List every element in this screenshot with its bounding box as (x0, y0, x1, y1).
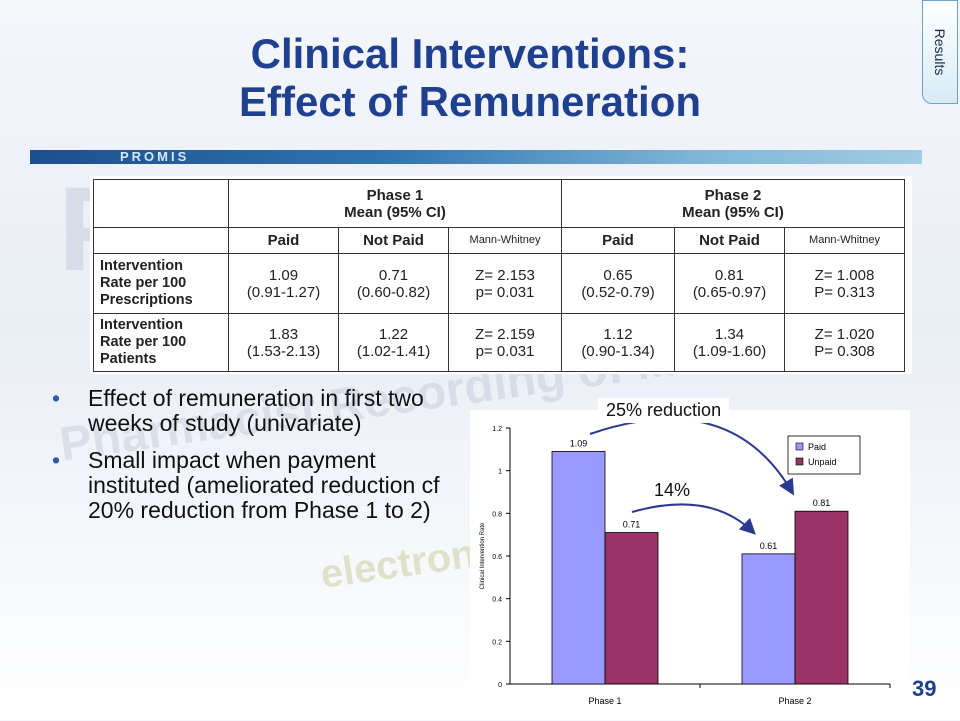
results-table: Phase 1 Mean (95% CI) Phase 2 Mean (95% CI… (93, 179, 905, 372)
bullet-dot-icon: • (52, 385, 61, 411)
bar-value-label: 0.71 (623, 520, 641, 530)
y-tick-label: 0.6 (492, 554, 502, 561)
row-label: Intervention Rate per 100 Patients (93, 313, 229, 372)
bar-paid (741, 553, 796, 685)
table-cell: 1.09 (0.91-1.27) (228, 253, 339, 314)
x-tick-label: Phase 2 (778, 696, 811, 706)
table-cell: Z= 2.159 p= 0.031 (448, 313, 562, 372)
y-tick-label: 0.2 (492, 639, 502, 646)
slide-title-line-2: Effect of Remuneration (238, 78, 702, 125)
bullet-item: • Small impact when payment instituted (… (52, 448, 452, 523)
y-tick-label: 0.4 (492, 597, 502, 604)
y-tick-label: 1 (498, 469, 502, 476)
table-corner-cell (93, 227, 229, 254)
table-cell: Z= 2.153 p= 0.031 (448, 253, 562, 314)
chart-panel: 0 0.2 0.4 0.6 0.8 1 1.2 Clinical Intervention R… (470, 410, 910, 716)
legend-box (787, 435, 861, 475)
table-cell: 0.81 (0.65-0.97) (674, 253, 785, 314)
legend-label: Paid (808, 442, 826, 452)
slide-title: Clinical Interventions: Effect of Remune… (60, 30, 880, 126)
legend-label: Unpaid (808, 457, 837, 467)
bar-paid (551, 451, 606, 685)
bullet-text: Small impact when payment instituted (am… (88, 447, 440, 523)
y-tick-label: 0 (498, 682, 502, 689)
col-header-paid: Paid (228, 227, 339, 254)
bar-value-label: 1.09 (570, 438, 588, 448)
banner-logo: PROMIS (120, 149, 190, 164)
table-cell: 1.83 (1.53-2.13) (228, 313, 339, 372)
arrow-25-percent (589, 418, 795, 496)
table-row: Intervention Rate per 100 Prescriptions 1.… (93, 253, 905, 314)
callout-14-percent: 14% (654, 480, 691, 500)
legend-swatch (795, 457, 804, 466)
col-header-not-paid: Not Paid (338, 227, 449, 254)
bar-unpaid (794, 510, 849, 685)
table-corner-cell (93, 179, 229, 228)
bullet-list: • Effect of remuneration in first two we… (52, 386, 452, 535)
bar-unpaid (604, 532, 659, 685)
callout-25-percent-reduction: 25% reduction (598, 398, 730, 423)
col-header-mann-whitney: Mann-Whitney (784, 227, 905, 254)
results-table-panel: Phase 1 Mean (95% CI) Phase 2 Mean (95% CI… (90, 176, 912, 374)
table-cell: 1.22 (1.02-1.41) (338, 313, 449, 372)
legend-swatch (795, 442, 804, 451)
y-axis-label: Clinical Intervention Rate (480, 522, 486, 589)
table-cell: 1.12 (0.90-1.34) (561, 313, 675, 372)
bar-value-label: 0.81 (813, 498, 831, 508)
y-tick-label: 1.2 (492, 426, 502, 433)
x-tick-label: Phase 1 (588, 696, 621, 706)
table-cell: 1.34 (1.09-1.60) (674, 313, 785, 372)
table-cell: 0.65 (0.52-0.79) (561, 253, 675, 314)
results-tab-label: Results (932, 28, 948, 76)
table-cell: Z= 1.020 P= 0.308 (784, 313, 905, 372)
table-cell: 0.71 (0.60-0.82) (338, 253, 449, 314)
col-header-paid: Paid (561, 227, 675, 254)
bullet-text: Effect of remuneration in first two week… (88, 385, 424, 436)
col-header-mann-whitney: Mann-Whitney (448, 227, 562, 254)
table-cell: Z= 1.008 P= 0.313 (784, 253, 905, 314)
table-row: Intervention Rate per 100 Patients 1.83 (1.… (93, 313, 905, 372)
bar-value-label: 0.61 (760, 541, 778, 551)
row-label: Intervention Rate per 100 Prescriptions (93, 253, 229, 314)
col-header-not-paid: Not Paid (674, 227, 785, 254)
y-tick-label: 0.8 (492, 511, 502, 518)
bullet-dot-icon: • (52, 447, 61, 473)
page-number: 39 (912, 676, 937, 701)
bullet-item: • Effect of remuneration in first two we… (52, 386, 452, 436)
slide-title-line-1: Clinical Interventions: (250, 30, 690, 77)
phase2-header: Phase 2 Mean (95% CI) (561, 179, 905, 228)
phase1-header: Phase 1 Mean (95% CI) (228, 179, 562, 228)
header-banner: PROMIS (30, 150, 922, 164)
results-section-tab[interactable]: Results (922, 0, 958, 104)
arrow-14-percent (631, 503, 756, 535)
